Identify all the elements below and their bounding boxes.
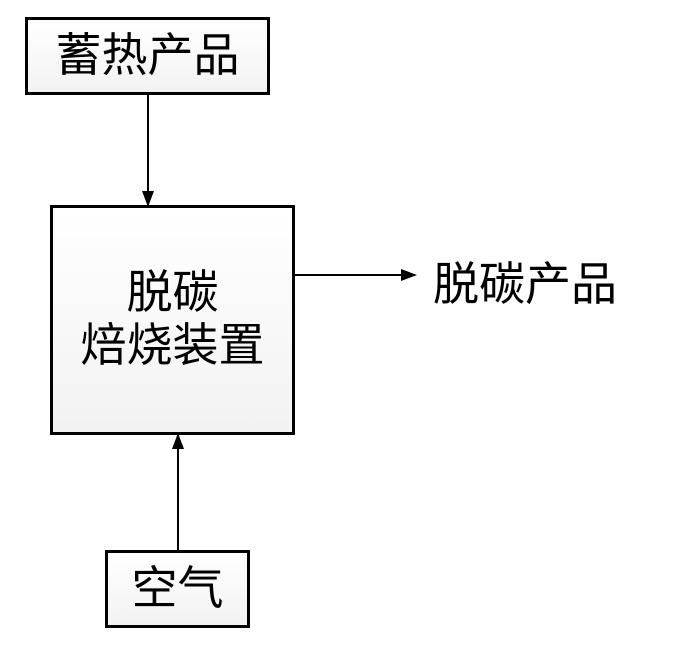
node-heat-storage-product: 蓄热产品 xyxy=(25,17,270,95)
node-air-label: 空气 xyxy=(132,563,224,616)
label-decarbonization-product-text: 脱碳产品 xyxy=(433,259,617,310)
label-decarbonization-product: 脱碳产品 xyxy=(433,248,617,314)
node-center-line1: 脱碳 xyxy=(127,267,219,320)
node-center-line2: 焙烧装置 xyxy=(81,320,265,373)
node-heat-storage-product-label: 蓄热产品 xyxy=(56,30,240,83)
node-air: 空气 xyxy=(105,550,250,628)
node-decarbonization-roasting-device: 脱碳 焙烧装置 xyxy=(50,205,295,435)
